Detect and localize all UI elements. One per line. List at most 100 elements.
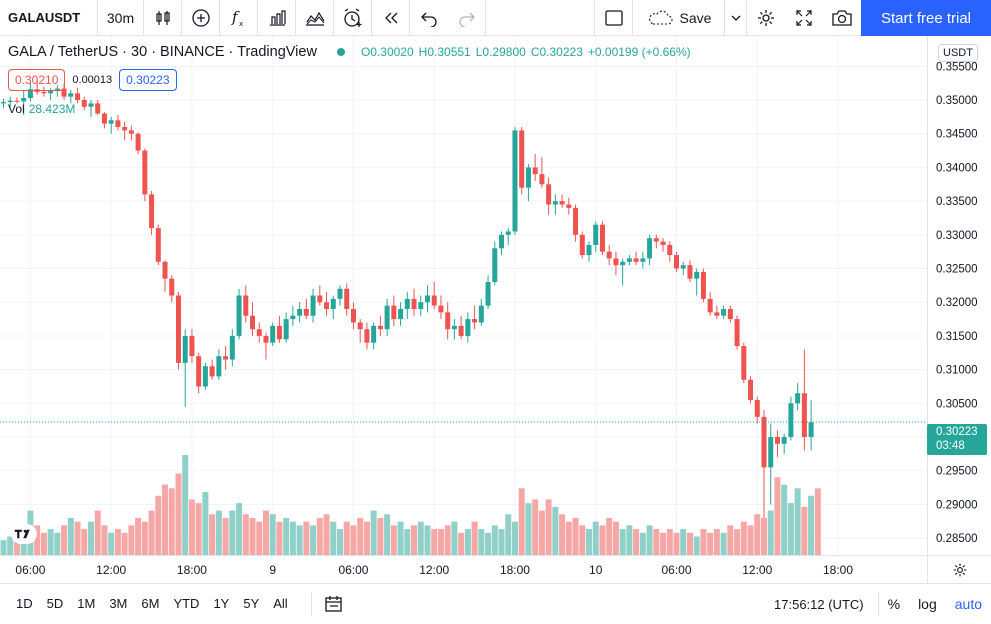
candle xyxy=(41,86,47,97)
volume-bar xyxy=(296,525,303,555)
range-1y[interactable]: 1Y xyxy=(213,596,230,611)
candle-body xyxy=(95,103,101,114)
log-toggle[interactable]: log xyxy=(918,596,937,612)
settings-button[interactable] xyxy=(747,0,785,36)
volume-bar xyxy=(269,514,276,555)
volume-bar xyxy=(141,521,148,555)
volume-bar xyxy=(592,521,599,555)
volume-bar xyxy=(478,529,485,555)
go-to-date-icon[interactable] xyxy=(324,595,344,613)
save-menu-button[interactable] xyxy=(725,0,747,36)
range-5d[interactable]: 5D xyxy=(46,596,64,611)
candle xyxy=(391,295,397,326)
candle-body xyxy=(142,150,148,195)
symbol-search-button[interactable]: GALAUSDT xyxy=(0,0,98,36)
volume-bar xyxy=(262,510,269,555)
volume-bar xyxy=(787,503,794,555)
financials-button[interactable] xyxy=(258,0,296,36)
candle xyxy=(27,83,33,102)
volume-bar xyxy=(411,525,418,555)
candle-body xyxy=(303,308,309,316)
percent-toggle[interactable]: % xyxy=(887,596,901,612)
candle-body xyxy=(465,319,471,336)
candle-body xyxy=(552,201,558,205)
candle xyxy=(256,322,262,343)
candle-body xyxy=(620,261,626,266)
cloud-save-icon xyxy=(648,10,673,25)
chart-style-button[interactable] xyxy=(144,0,182,36)
undo-button[interactable] xyxy=(410,0,448,36)
candle xyxy=(633,251,639,266)
axis-settings-button[interactable] xyxy=(927,555,991,583)
volume-bar xyxy=(424,525,431,555)
range-5y[interactable]: 5Y xyxy=(243,596,260,611)
replay-button[interactable] xyxy=(372,0,410,36)
candle-body xyxy=(68,93,74,97)
compare-button[interactable] xyxy=(182,0,220,36)
candle xyxy=(781,433,787,454)
clock-timezone[interactable]: 17:56:12 (UTC) xyxy=(760,592,879,616)
candle xyxy=(101,112,107,129)
price-tick-label: 0.33500 xyxy=(936,196,978,208)
candle xyxy=(7,96,13,107)
buy-button[interactable]: 0.30223 xyxy=(119,69,177,91)
price-tick-label: 0.35000 xyxy=(936,95,978,107)
candle-body xyxy=(748,379,754,400)
layout-button[interactable] xyxy=(595,0,633,36)
price-chart[interactable] xyxy=(0,36,927,555)
volume-bar xyxy=(121,532,128,555)
candle-body xyxy=(586,244,592,256)
candle xyxy=(196,352,202,394)
candle-body xyxy=(21,98,27,102)
templates-button[interactable] xyxy=(296,0,334,36)
start-free-trial-button[interactable]: Start free trial xyxy=(861,0,991,36)
candle xyxy=(68,89,74,104)
price-axis[interactable]: 0.35500 0.35000 0.34500 0.34000 0.33500 0.330… xyxy=(927,36,991,555)
candle xyxy=(1,98,6,109)
interval-button[interactable]: 30m xyxy=(98,0,144,36)
candle xyxy=(155,224,161,266)
candle xyxy=(310,288,316,323)
redo-button[interactable] xyxy=(448,0,486,36)
candle-body xyxy=(424,295,430,303)
candle-body xyxy=(357,322,363,330)
candle xyxy=(270,322,276,347)
range-all[interactable]: All xyxy=(273,596,288,611)
save-button[interactable]: Save xyxy=(633,0,725,36)
volume-bar xyxy=(458,532,465,555)
candle-body xyxy=(727,308,733,320)
range-3m[interactable]: 3M xyxy=(109,596,128,611)
fullscreen-button[interactable] xyxy=(785,0,823,36)
candle-body xyxy=(61,88,67,97)
candle-body xyxy=(270,325,276,343)
time-axis[interactable]: 06:00 12:00 18:00 9 06:00 12:00 18:00 10 06:00 12… xyxy=(0,555,927,583)
currency-badge[interactable]: USDT xyxy=(938,44,978,62)
auto-scale-toggle[interactable]: auto xyxy=(954,596,982,612)
candle xyxy=(626,255,632,266)
symbol-title[interactable]: GALA / TetherUS · 30 · BINANCE · Trading… xyxy=(8,44,317,60)
candle xyxy=(21,89,27,115)
candle xyxy=(149,191,155,235)
time-tick-label: 12:00 xyxy=(419,563,449,577)
sell-button[interactable]: 0.30210 xyxy=(8,69,66,91)
range-6m[interactable]: 6M xyxy=(141,596,160,611)
volume-bar xyxy=(525,503,532,555)
tradingview-logo-icon[interactable] xyxy=(10,524,38,544)
candle-body xyxy=(317,295,323,303)
range-1m[interactable]: 1M xyxy=(77,596,96,611)
candle xyxy=(317,285,323,306)
candle-body xyxy=(458,325,464,336)
candle xyxy=(236,288,242,340)
range-1d[interactable]: 1D xyxy=(16,596,33,611)
alert-button[interactable] xyxy=(334,0,372,36)
candle-body xyxy=(781,437,787,444)
candle xyxy=(229,329,235,367)
add-compare-icon xyxy=(191,8,210,27)
range-ytd[interactable]: YTD xyxy=(173,596,200,611)
volume-bar xyxy=(794,488,801,555)
divider xyxy=(310,591,312,616)
snapshot-button[interactable] xyxy=(823,0,861,36)
volume-bar xyxy=(330,521,337,555)
candle-body xyxy=(75,93,81,101)
